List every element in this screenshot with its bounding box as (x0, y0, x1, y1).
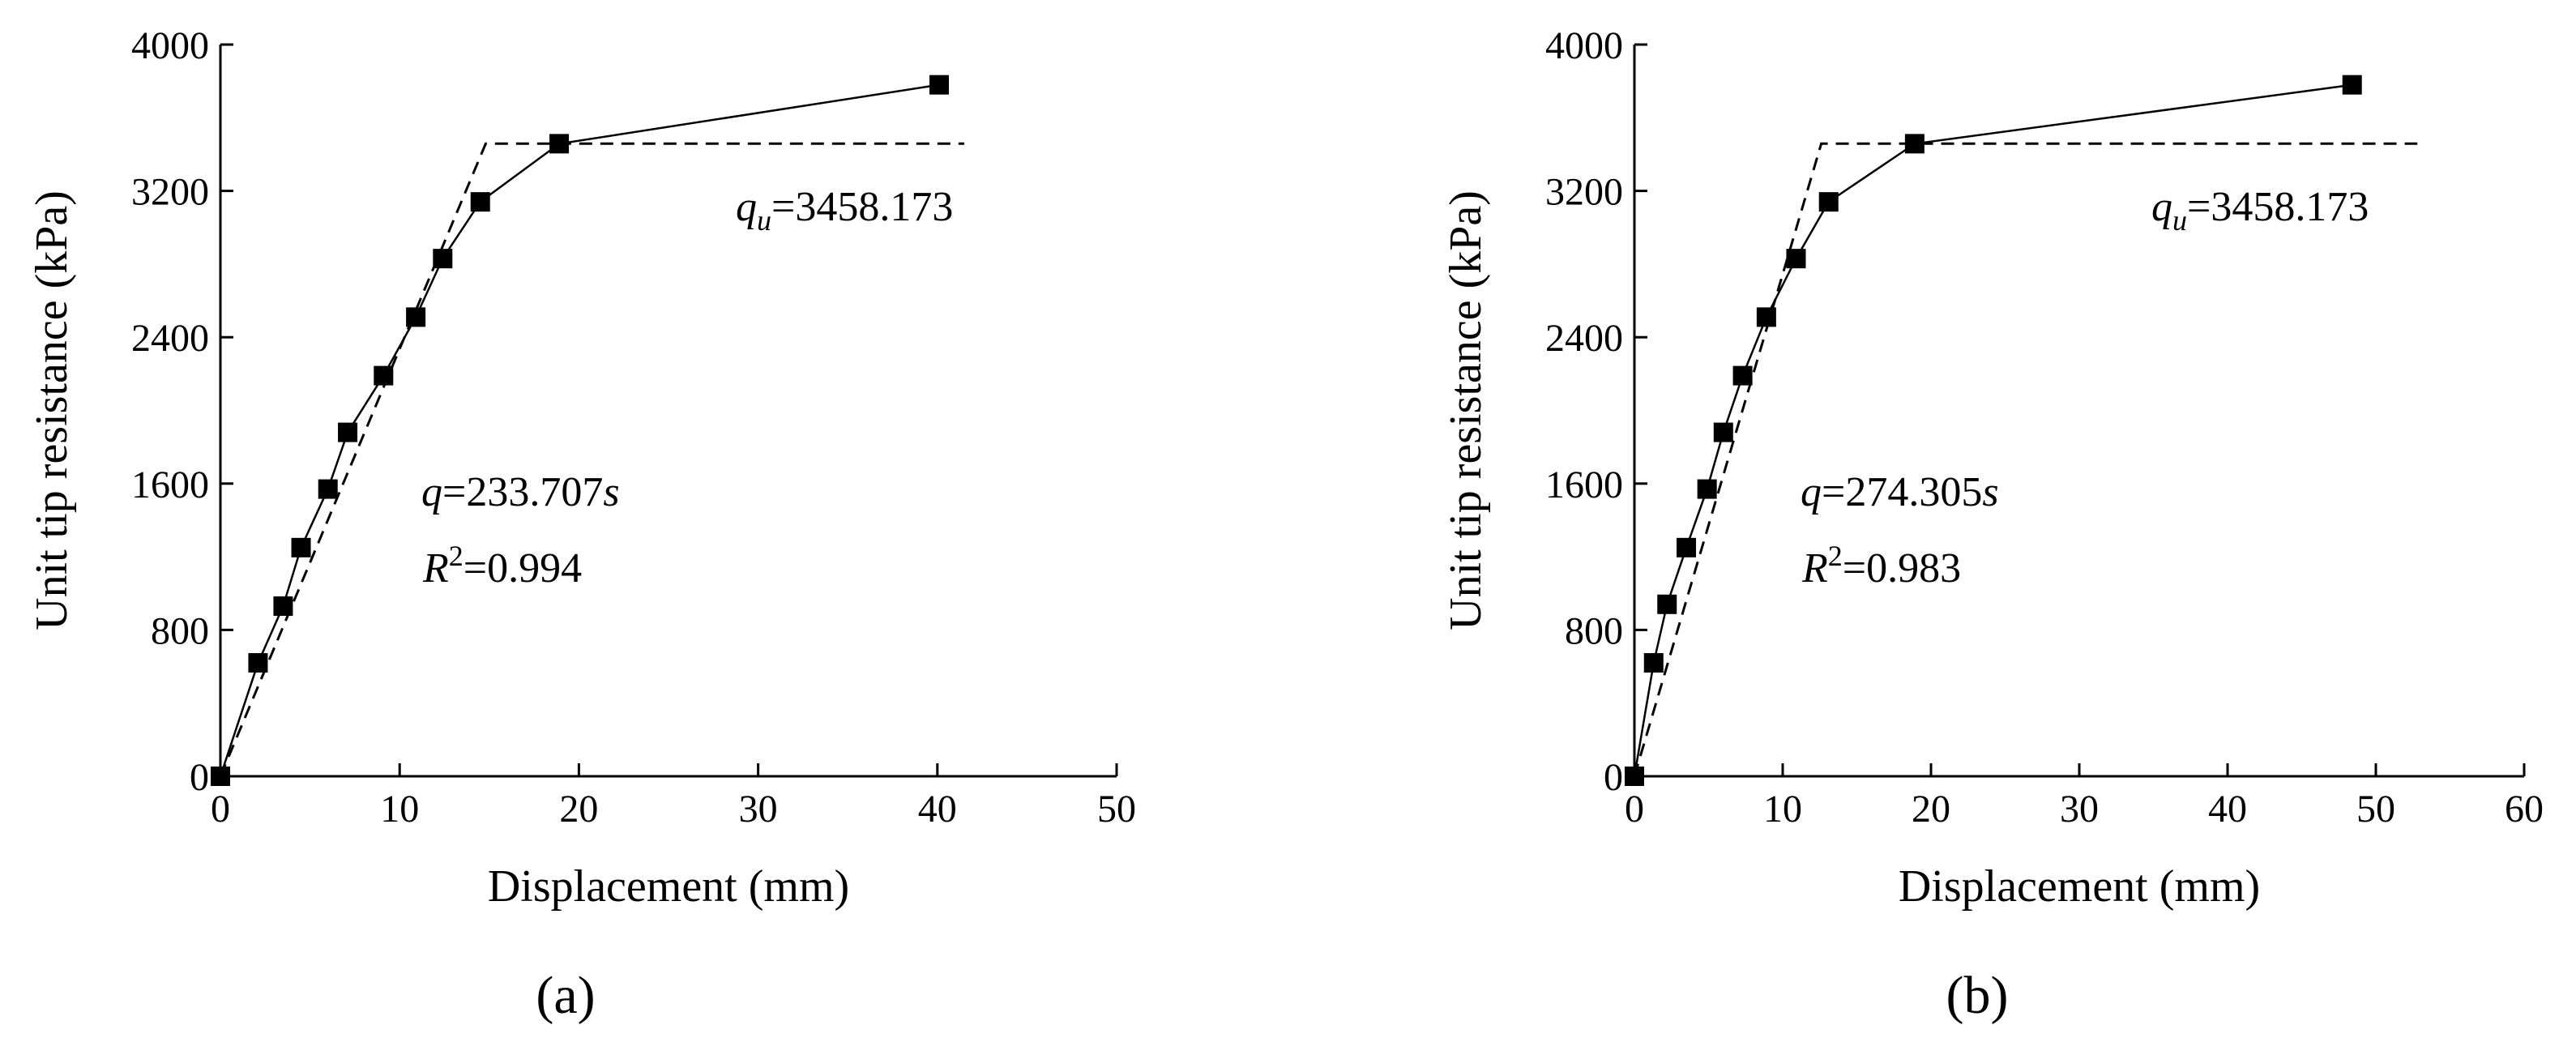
data-point-marker (1697, 479, 1717, 499)
data-point-marker (1818, 192, 1839, 212)
r2-value: =0.994 (464, 545, 582, 592)
data-point-marker (929, 75, 950, 95)
eq-value: =233.707 (442, 469, 603, 515)
x-axis-label: Displacement (mm) (1899, 861, 2260, 912)
r2-symbol: R (1801, 545, 1828, 592)
qu-annotation: qu=3458.173 (736, 184, 953, 237)
data-point-marker (1643, 653, 1664, 673)
y-tick-label: 800 (151, 609, 209, 652)
fit-equation: q=274.305s (1801, 469, 1999, 515)
x-tick-label: 10 (1763, 788, 1802, 831)
x-tick-label: 40 (918, 788, 957, 831)
bilinear-fit-line (219, 142, 964, 777)
data-point-marker (338, 422, 358, 442)
data-point-marker (470, 192, 490, 212)
data-point-marker (433, 249, 453, 269)
panel-label-b: (b) (1946, 966, 2009, 1025)
x-tick-label: 60 (2505, 788, 2544, 831)
x-tick-label: 20 (1912, 788, 1950, 831)
y-tick-label: 3200 (131, 171, 209, 214)
qu-annotation: qu=3458.173 (2151, 184, 2369, 237)
measured-line (1633, 83, 2352, 777)
y-tick-label: 800 (1565, 609, 1623, 652)
eq-symbol: q (421, 469, 442, 515)
x-tick-label: 40 (2208, 788, 2247, 831)
y-tick-label: 4000 (1545, 24, 1623, 67)
eq-variable: s (1982, 469, 1998, 515)
y-tick-label: 3200 (1545, 171, 1623, 214)
qu-value: =3458.173 (2187, 184, 2369, 230)
data-point-marker (1657, 594, 1677, 614)
panel-label-a: (a) (536, 966, 595, 1025)
x-tick-label: 30 (2060, 788, 2099, 831)
y-tick-label: 1600 (131, 463, 209, 506)
y-tick-label: 1600 (1545, 463, 1623, 506)
x-tick-label: 20 (559, 788, 598, 831)
y-tick-label: 2400 (1545, 317, 1623, 360)
y-axis-label: Unit tip resistance (kPa) (1441, 190, 1491, 630)
eq-value: =274.305 (1822, 469, 1982, 515)
r-squared: R2=0.983 (1801, 540, 1961, 592)
data-point-marker (1786, 249, 1806, 269)
data-point-marker (1713, 422, 1733, 442)
x-tick-label: 10 (380, 788, 419, 831)
x-tick-label: 0 (1625, 788, 1644, 831)
chart-panel-b: 0 10 20 30 40 50 60 0 800 1600 2400 3200 4000 Displac… (1441, 24, 2544, 1025)
data-point-marker (2342, 75, 2362, 95)
fit-equation: q=233.707s (421, 469, 620, 515)
qu-subscript: u (757, 204, 771, 237)
x-axis-label: Displacement (mm) (488, 861, 849, 912)
y-tick-label: 0 (1604, 756, 1623, 799)
qu-value: =3458.173 (771, 184, 953, 230)
bilinear-fit-line (1633, 142, 2418, 777)
qu-symbol: q (736, 184, 757, 230)
eq-symbol: q (1801, 469, 1822, 515)
r2-superscript: 2 (449, 540, 464, 572)
data-point-marker (374, 365, 394, 386)
eq-variable: s (603, 469, 619, 515)
y-tick-label: 4000 (131, 24, 209, 67)
data-point-marker (318, 479, 338, 499)
y-tick-label: 2400 (131, 317, 209, 360)
x-tick-label: 50 (2356, 788, 2395, 831)
r-squared: R2=0.994 (422, 540, 582, 592)
data-point-marker (1732, 365, 1753, 386)
qu-symbol: q (2151, 184, 2172, 230)
r2-symbol: R (422, 545, 449, 592)
data-point-marker (1677, 537, 1697, 557)
x-tick-label: 0 (211, 788, 230, 831)
r2-value: =0.983 (1843, 545, 1961, 592)
x-tick-label: 50 (1097, 788, 1136, 831)
data-point-marker (291, 537, 311, 557)
x-tick-label: 30 (739, 788, 778, 831)
chart-panel-a: 0 10 20 30 40 50 0 800 1600 2400 3200 4000 Displacem… (27, 24, 1136, 1025)
qu-subscript: u (2172, 204, 2187, 237)
r2-superscript: 2 (1828, 540, 1843, 572)
y-tick-label: 0 (190, 756, 209, 799)
y-axis-label: Unit tip resistance (kPa) (27, 190, 77, 630)
